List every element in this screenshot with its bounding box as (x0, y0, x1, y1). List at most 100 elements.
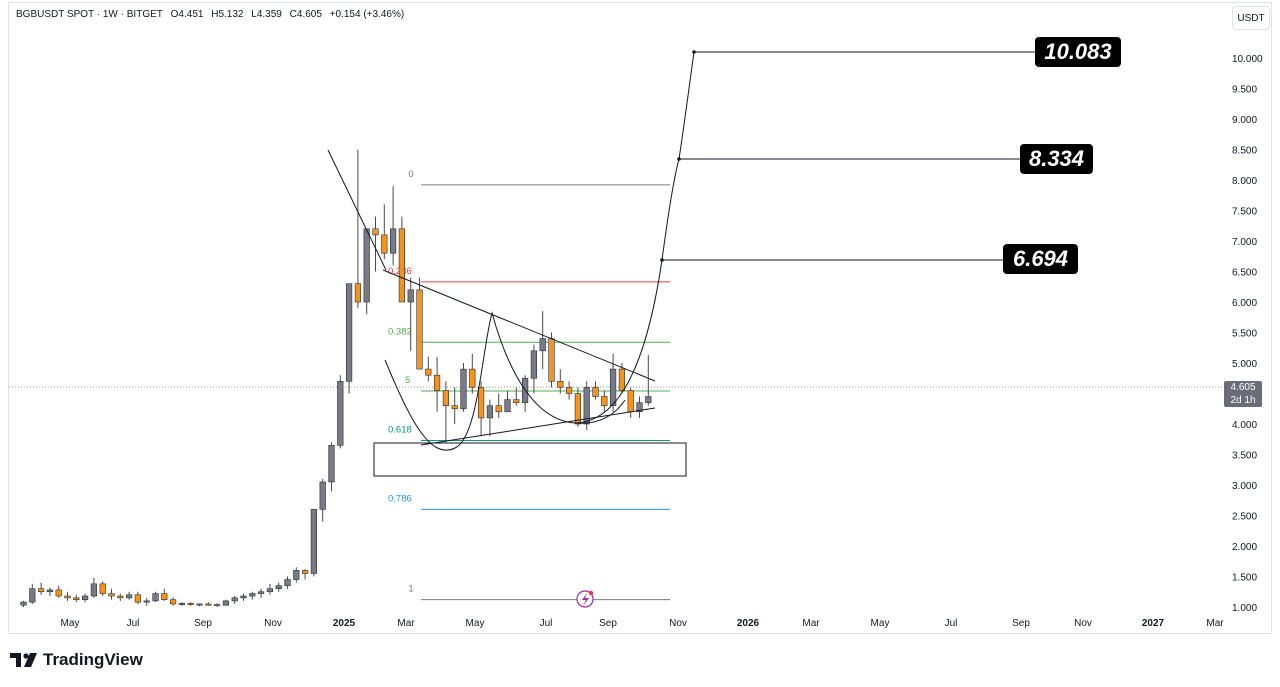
candle (592, 387, 599, 397)
candle (495, 405, 502, 413)
tradingview-logo-icon (10, 653, 37, 667)
candle (284, 579, 291, 586)
brand-name: TradingView (43, 650, 143, 669)
candle (37, 588, 45, 593)
x-tick-label: Jul (540, 618, 553, 629)
last-price-value: 4.605 (1230, 382, 1256, 393)
close-value: C4.605 (289, 9, 322, 20)
y-tick-label: 3.000 (1232, 481, 1257, 492)
last-price-tag: 4.605 2d 1h (1224, 381, 1262, 407)
candle (301, 570, 309, 574)
symbol-header: BGBUSDT SPOT · 1W · BITGET O4.451 H5.132… (16, 9, 409, 20)
target-dot (692, 50, 696, 54)
target-dot (677, 157, 681, 161)
candle (310, 509, 318, 574)
event-badge-dot (588, 590, 594, 596)
candle (161, 593, 168, 600)
chart-frame (8, 2, 1272, 634)
candle (257, 591, 265, 594)
candle (398, 228, 406, 303)
currency-button[interactable]: USDT (1232, 6, 1270, 30)
fib-level-label: 1 (408, 584, 413, 595)
fib-level-label: 5 (405, 375, 410, 386)
candle (354, 283, 362, 303)
candle (636, 402, 643, 413)
drawn-trendline (327, 149, 387, 271)
candle (99, 583, 106, 594)
symbol-label: BGBUSDT SPOT · 1W · BITGET (16, 9, 163, 20)
candle (240, 595, 247, 599)
candlestick-chart[interactable]: 1.0001.5002.0002.5003.0003.5004.0004.500… (0, 0, 1280, 640)
candle (583, 387, 590, 425)
candle (539, 338, 546, 352)
x-tick-label: May (61, 618, 80, 629)
x-tick-label: Mar (397, 618, 415, 629)
candle (372, 228, 379, 236)
candle (249, 593, 256, 597)
target-label-3: 6.694 (1003, 244, 1078, 274)
y-tick-label: 9.500 (1232, 85, 1257, 96)
candle (29, 588, 36, 603)
candle (108, 593, 115, 597)
x-tick-label: May (466, 618, 485, 629)
candle (55, 589, 62, 597)
candle (416, 289, 423, 370)
candle (363, 228, 370, 303)
x-tick-label: Sep (1012, 618, 1030, 629)
fib-level-label: 0 (408, 169, 413, 180)
y-tick-label: 6.000 (1232, 298, 1257, 309)
target-label-2: 8.334 (1020, 144, 1093, 174)
y-tick-label: 7.500 (1232, 207, 1257, 218)
x-tick-label: Jul (945, 618, 958, 629)
candle (407, 289, 414, 303)
candle (134, 594, 142, 603)
y-tick-label: 7.000 (1232, 237, 1257, 248)
candle (548, 338, 555, 382)
candle (565, 387, 573, 394)
candle (486, 405, 494, 419)
candle (337, 380, 344, 446)
y-tick-label: 3.500 (1232, 451, 1257, 462)
x-tick-label: 2027 (1142, 618, 1165, 629)
candle (152, 593, 159, 602)
fib-level-label: 0.618 (388, 424, 412, 435)
candle (601, 396, 608, 406)
candle (73, 597, 80, 600)
candle (82, 595, 89, 600)
candle (345, 283, 353, 382)
candle (126, 594, 133, 599)
candle (618, 368, 625, 391)
tradingview-logo[interactable]: TradingView (10, 650, 143, 670)
candle (90, 583, 97, 597)
x-tick-label: Sep (194, 618, 212, 629)
candle (574, 393, 581, 425)
candle (222, 600, 230, 606)
open-value: O4.451 (170, 9, 204, 20)
fib-level-label: 0.786 (388, 493, 412, 504)
x-tick-label: Jul (127, 618, 140, 629)
y-tick-label: 2.000 (1232, 542, 1257, 553)
candle (178, 603, 186, 605)
candle (20, 601, 27, 606)
candle (530, 350, 537, 379)
x-tick-label: Mar (802, 618, 820, 629)
y-tick-label: 9.000 (1232, 115, 1257, 126)
x-tick-label: Mar (1206, 618, 1224, 629)
high-value: H5.132 (211, 9, 244, 20)
candle (477, 387, 485, 419)
candle (64, 595, 71, 599)
candle (46, 589, 53, 593)
x-tick-label: Nov (669, 618, 687, 629)
y-tick-label: 10.000 (1232, 54, 1263, 65)
y-tick-label: 8.000 (1232, 176, 1257, 187)
candle (266, 588, 274, 593)
fib-level-label: 0.382 (388, 326, 412, 337)
candle (425, 368, 432, 376)
candle (117, 595, 124, 599)
candle (381, 234, 388, 254)
lightning-icon (582, 593, 589, 606)
y-tick-label: 8.500 (1232, 146, 1257, 157)
x-tick-label: Sep (599, 618, 617, 629)
candle (231, 597, 238, 602)
candle (293, 570, 300, 580)
